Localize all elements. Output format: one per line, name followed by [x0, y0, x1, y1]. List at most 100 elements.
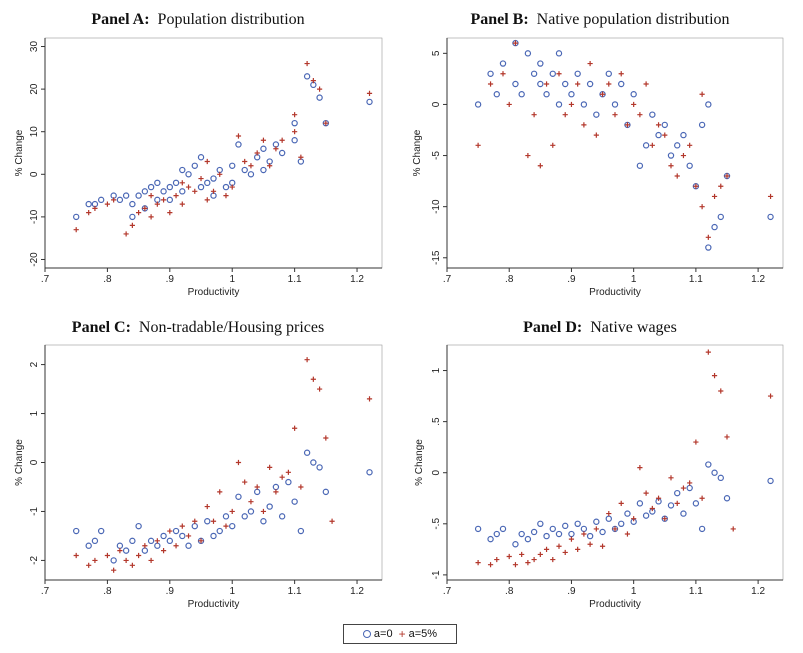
panel-c-point-a	[116, 542, 124, 549]
panel-a-point-a	[129, 200, 136, 208]
panel-c-point-a	[247, 508, 255, 515]
panel-a-point-b	[136, 210, 142, 216]
panel-c-point-a	[285, 478, 292, 486]
panel-b-point-a	[661, 121, 668, 129]
panel-d-y-tick-label: .5	[431, 417, 442, 426]
panel-d-point-a	[586, 532, 594, 540]
panel-c-point-b	[148, 557, 154, 564]
panel-a-y-tick-label: 20	[29, 83, 40, 95]
panel-b-point-a	[680, 131, 687, 139]
panel-a-point-b	[123, 231, 129, 237]
panel-d-point-b	[631, 516, 637, 522]
panel-c-point-b	[192, 518, 198, 524]
panel-c-x-tick-label: 1	[229, 586, 235, 597]
panel-b-point-a	[655, 131, 662, 139]
panel-c-x-tick-label: 1.2	[350, 586, 364, 597]
panel-d-point-b	[718, 388, 724, 394]
panel-d-point-b	[730, 526, 736, 532]
panel-a-point-a	[260, 166, 267, 174]
panel-b-point-b	[693, 183, 699, 189]
panel-c-point-b	[73, 552, 79, 559]
panel-a-title: Panel A: Population distribution	[91, 11, 304, 28]
panel-a-point-a	[179, 188, 186, 195]
panel-c-point-b	[329, 518, 335, 524]
panel-b-point-b	[575, 81, 581, 87]
panel-b-point-a	[705, 101, 712, 108]
panel-b-point-b	[624, 122, 631, 128]
panel-c-point-a	[122, 547, 130, 554]
panel-a-point-b	[160, 197, 167, 203]
panel-a-x-axis-title: Productivity	[188, 287, 240, 298]
panel-c-point-a	[310, 459, 317, 466]
panel-b-point-b	[637, 112, 643, 118]
panel-d-point-a	[599, 528, 606, 536]
panel-d-point-a	[518, 530, 525, 538]
panel-c-point-b	[285, 469, 291, 475]
panel-d-point-a	[593, 518, 600, 525]
panel-a-point-b	[173, 192, 179, 199]
panel-d-point-b	[649, 505, 655, 512]
panel-d-point-b	[624, 531, 631, 537]
panel-d-point-b	[711, 373, 718, 379]
panel-b-point-a	[562, 80, 569, 88]
panel-c-point-a	[110, 557, 117, 564]
panel-c-point-b	[173, 543, 179, 549]
panel-d-point-b	[556, 543, 562, 549]
panel-c-x-tick-label: 1.1	[288, 586, 302, 597]
panel-d-point-b	[487, 562, 494, 568]
panel-c-point-a	[322, 488, 330, 496]
panel-b-point-a	[580, 101, 588, 108]
panel-c-point-b	[104, 552, 111, 559]
panel-b-point-a	[549, 70, 556, 77]
panel-d-point-a	[711, 469, 718, 476]
panel-a-point-a	[129, 213, 136, 221]
panel-a-point-b	[167, 210, 173, 216]
panel-d-point-a	[698, 525, 706, 533]
panel-b-point-a	[642, 142, 650, 149]
panel-c-point-b	[198, 538, 204, 544]
panel-b-y-tick-label: 5	[431, 50, 442, 56]
panel-d-point-a	[642, 512, 650, 519]
panel-d-point-a	[667, 502, 675, 509]
panel-c-title: Panel C: Non-tradable/Housing prices	[72, 319, 324, 336]
panel-c-x-axis-title: Productivity	[188, 599, 240, 610]
panel-d-point-b	[687, 480, 693, 486]
panel-d-point-a	[705, 461, 712, 468]
panel-d-y-tick-label: -1	[431, 570, 442, 579]
panel-a-point-b	[204, 158, 210, 165]
panel-a-point-a	[204, 179, 211, 187]
panel-c-point-a	[297, 527, 305, 535]
panel-d-point-a	[524, 535, 532, 543]
panel-c-point-b	[217, 489, 223, 495]
panel-a-point-b	[204, 197, 210, 203]
panel-b-y-tick-label: 0	[431, 101, 442, 107]
panel-d-point-a	[636, 500, 644, 507]
panel-c-point-a	[253, 488, 261, 496]
panel-b-point-b	[631, 101, 637, 108]
panel-d-point-b	[612, 526, 618, 532]
panel-c-point-a	[278, 513, 286, 520]
panel-c-point-b	[117, 548, 123, 554]
panel-c-point-a	[210, 532, 217, 540]
panel-b-point-b	[662, 132, 668, 138]
panel-a-point-a	[179, 166, 186, 174]
panel-c-point-b	[86, 562, 92, 568]
panel-c-point-b	[267, 464, 273, 470]
panel-a-y-tick-label: 0	[29, 171, 40, 177]
panel-c-point-a	[216, 527, 223, 535]
panel-a-point-a	[197, 154, 205, 161]
panel-b-title: Panel B: Native population distribution	[470, 11, 729, 28]
panel-b-point-b	[475, 142, 481, 148]
panel-b-point-a	[705, 244, 712, 251]
panel-b-point-b	[680, 152, 687, 159]
panel-c-y-tick-label: 0	[29, 459, 40, 465]
panel-b-x-tick-label: .8	[505, 274, 514, 285]
panel-b-point-a	[586, 80, 594, 88]
panel-b-point-b	[674, 173, 680, 179]
panel-a-point-a	[210, 175, 217, 182]
panel-d-point-a	[537, 520, 544, 528]
panel-d-point-b	[606, 510, 612, 517]
panel-d-y-axis-title: % Change	[414, 439, 425, 486]
panel-a-point-a	[291, 137, 298, 144]
panel-a-point-b	[292, 112, 298, 118]
